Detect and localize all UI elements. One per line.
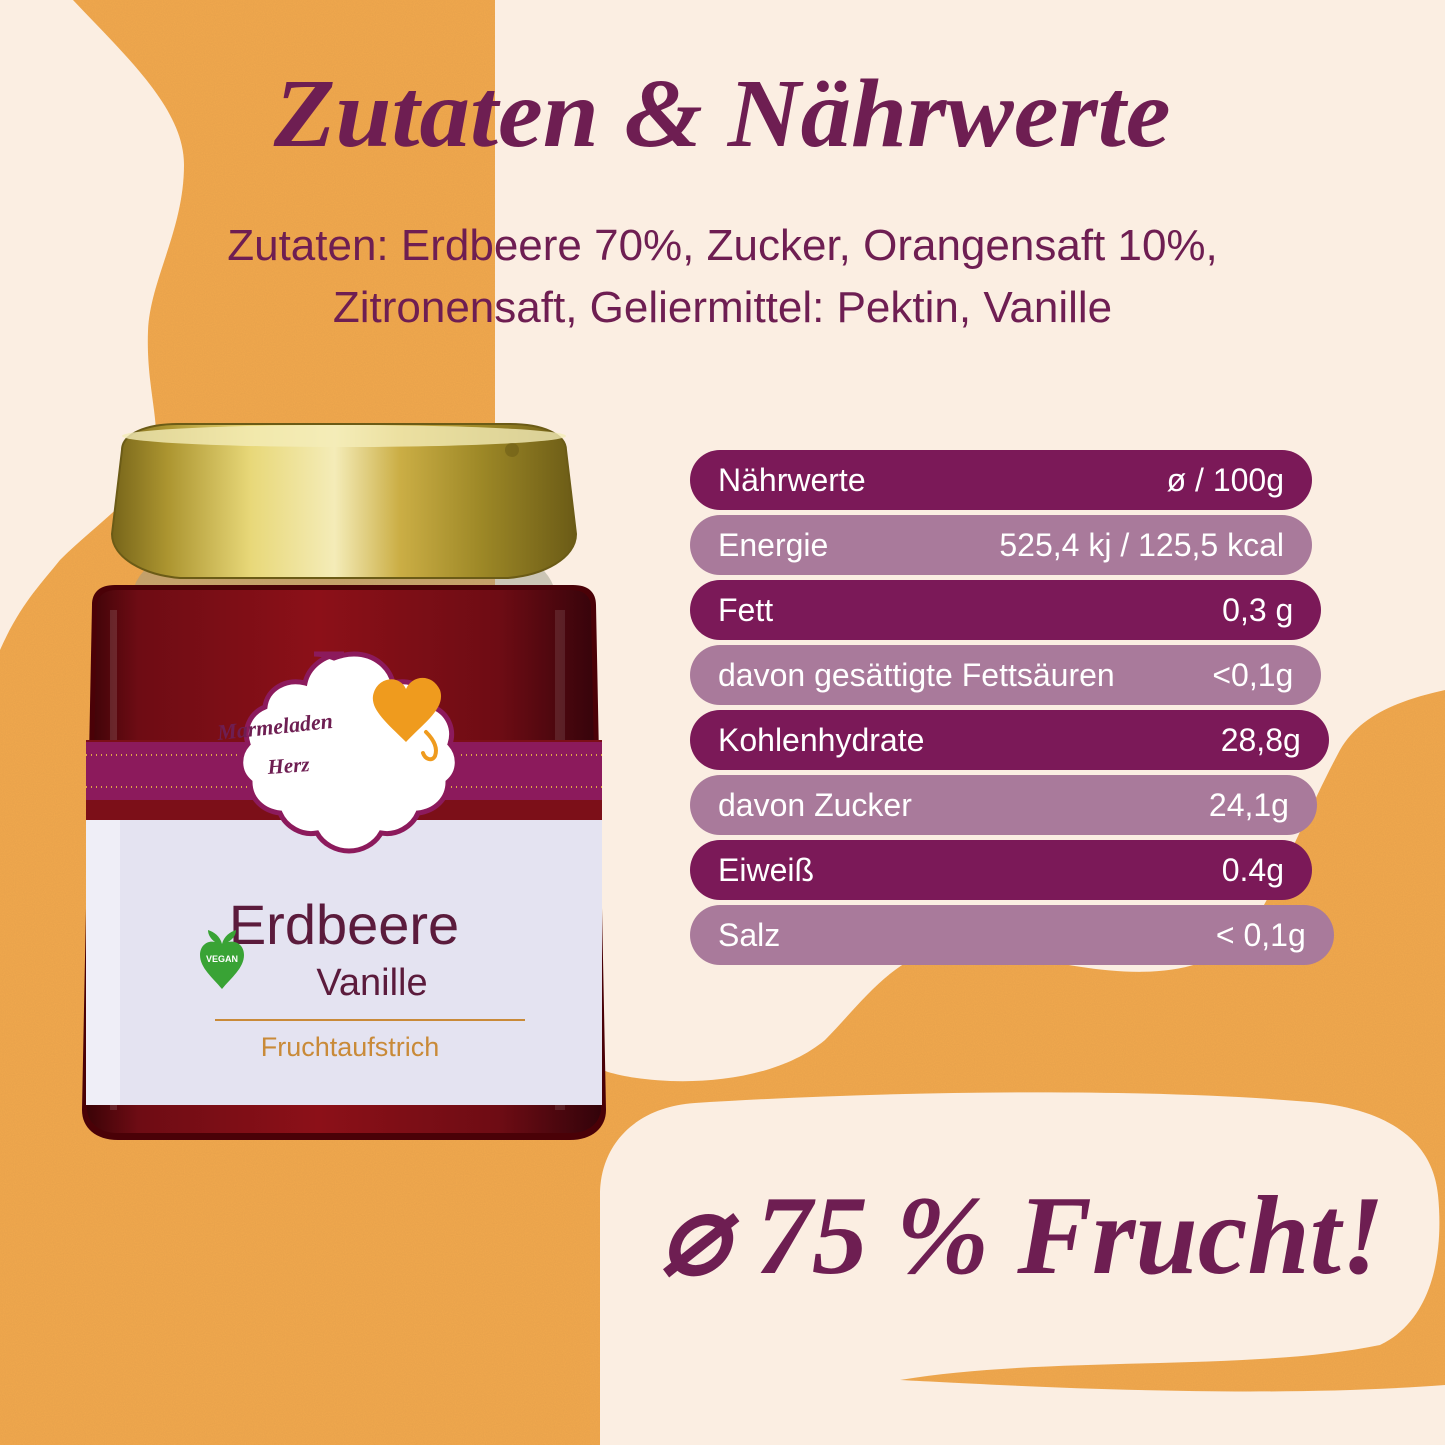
svg-text:VEGAN: VEGAN <box>206 954 238 964</box>
svg-text:Vanille: Vanille <box>316 962 427 1004</box>
svg-text:Fruchtaufstrich: Fruchtaufstrich <box>261 1032 440 1062</box>
svg-text:Herz: Herz <box>266 752 311 779</box>
svg-text:Erdbeere: Erdbeere <box>229 893 459 956</box>
